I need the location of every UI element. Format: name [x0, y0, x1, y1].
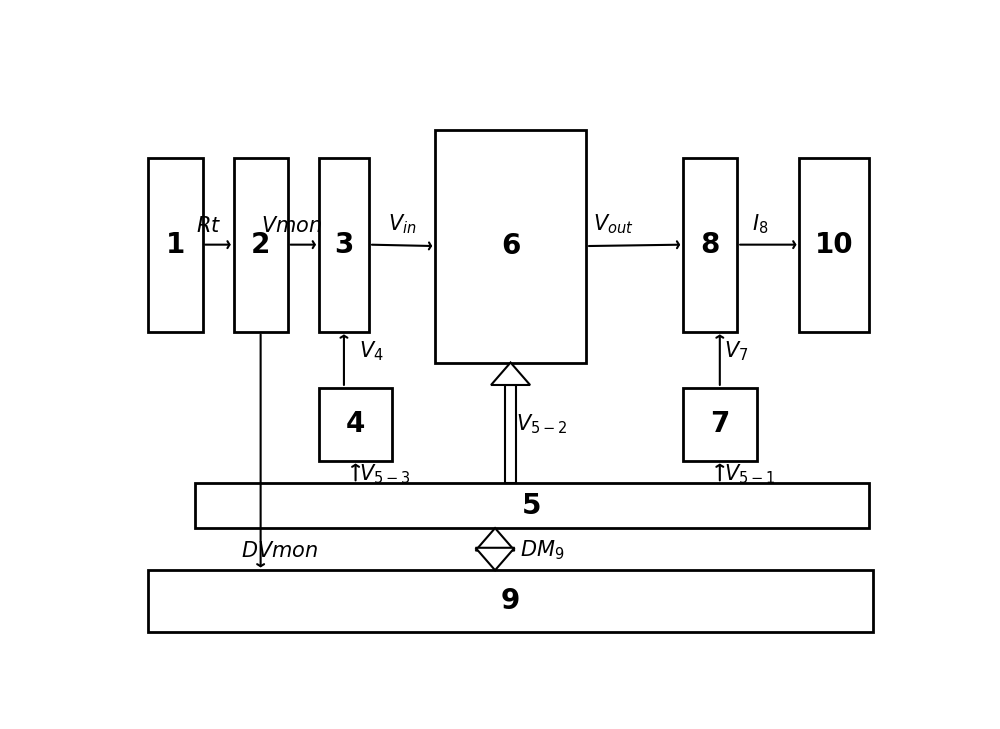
Bar — [683, 388, 757, 461]
Text: $V_{out}$: $V_{out}$ — [593, 213, 634, 236]
Bar — [148, 157, 202, 332]
Text: $V_{5-1}$: $V_{5-1}$ — [724, 462, 775, 486]
Bar — [195, 483, 869, 528]
Bar — [683, 157, 737, 332]
Text: 1: 1 — [166, 230, 185, 259]
Bar — [319, 388, 392, 461]
Text: 4: 4 — [346, 410, 365, 438]
Text: 3: 3 — [334, 230, 354, 259]
Bar — [234, 157, 288, 332]
Bar — [148, 570, 873, 632]
Polygon shape — [476, 547, 515, 570]
Text: $V_7$: $V_7$ — [724, 339, 748, 362]
Text: $V_{5-3}$: $V_{5-3}$ — [359, 462, 411, 486]
Polygon shape — [476, 528, 515, 550]
Bar — [490, 547, 500, 550]
Text: 2: 2 — [251, 230, 270, 259]
Text: 6: 6 — [501, 232, 520, 260]
Bar — [505, 385, 516, 483]
Bar — [319, 157, 369, 332]
Text: $Rt$: $Rt$ — [196, 217, 221, 236]
Text: 10: 10 — [815, 230, 853, 259]
Text: $I_8$: $I_8$ — [752, 213, 769, 236]
Bar — [799, 157, 869, 332]
Text: $V_{in}$: $V_{in}$ — [388, 213, 417, 236]
Text: $V_{5-2}$: $V_{5-2}$ — [516, 412, 568, 435]
Text: 5: 5 — [522, 491, 542, 520]
Text: 8: 8 — [700, 230, 720, 259]
Text: $Vmon$: $Vmon$ — [261, 217, 322, 236]
Text: 9: 9 — [501, 587, 520, 615]
Text: $DM_9$: $DM_9$ — [520, 539, 565, 562]
Polygon shape — [491, 362, 530, 385]
Bar — [435, 130, 586, 362]
Text: $V_4$: $V_4$ — [359, 339, 384, 362]
Text: 7: 7 — [710, 410, 730, 438]
Text: $DVmon$: $DVmon$ — [241, 541, 319, 561]
